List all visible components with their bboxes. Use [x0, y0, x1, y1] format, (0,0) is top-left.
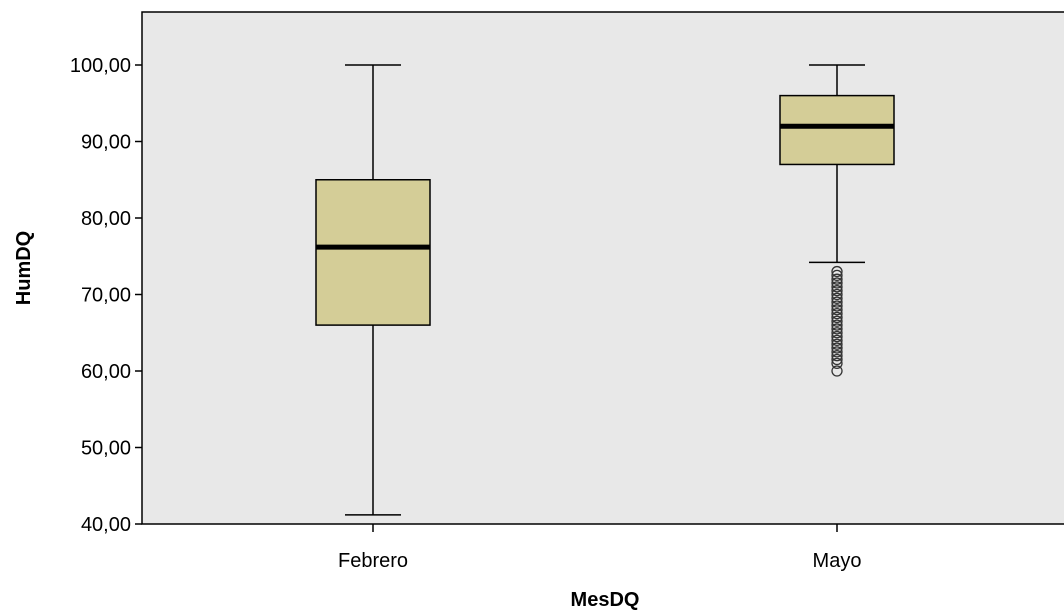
y-tick-label: 80,00 [81, 208, 131, 230]
outlier-point [831, 307, 843, 320]
box-febrero [315, 64, 431, 516]
box-iqr [779, 94, 895, 166]
y-tick-label: 100,00 [70, 55, 131, 77]
x-tick-label: Febrero [338, 550, 408, 572]
outlier-point [831, 300, 843, 312]
outlier-point [831, 319, 843, 331]
outlier-point [831, 273, 843, 285]
outlier-point [831, 327, 843, 339]
y-tick-label: 60,00 [81, 361, 131, 383]
x-tick-label: Mayo [813, 550, 862, 572]
outlier-point [831, 350, 843, 362]
outlier-point [831, 338, 843, 350]
outlier-point [831, 311, 843, 324]
outlier-point [831, 285, 843, 297]
outlier-point [831, 323, 843, 335]
outlier-point [831, 330, 843, 343]
outlier-point [831, 304, 843, 316]
x-axis: Febrero Mayo [338, 524, 861, 572]
outlier-point [831, 353, 843, 366]
outlier-point [831, 334, 843, 347]
outlier-point [831, 288, 843, 301]
outlier-point [831, 277, 843, 289]
outlier-point [831, 281, 843, 293]
x-axis-title: MesDQ [571, 589, 640, 611]
outlier-point [831, 265, 843, 278]
y-tick-label: 50,00 [81, 438, 131, 460]
box-iqr [315, 179, 431, 326]
y-tick-label: 70,00 [81, 285, 131, 307]
y-tick-label: 40,00 [81, 514, 131, 536]
outlier-point [831, 346, 843, 358]
y-axis-title: HumDQ [13, 231, 35, 305]
outlier-point [831, 315, 843, 327]
outlier-point [831, 357, 843, 370]
outlier-point [831, 292, 843, 304]
outlier-point [831, 269, 843, 282]
box-mayo [779, 64, 895, 377]
y-axis: 40,00 50,00 60,00 70,00 80,00 90,00 100,00 [70, 55, 142, 536]
y-tick-label: 90,00 [81, 132, 131, 154]
plot-area [141, 11, 1064, 525]
outlier-point [831, 342, 843, 354]
outlier-point [831, 365, 843, 377]
boxes-layer [315, 64, 895, 516]
outlier-point [831, 296, 843, 308]
